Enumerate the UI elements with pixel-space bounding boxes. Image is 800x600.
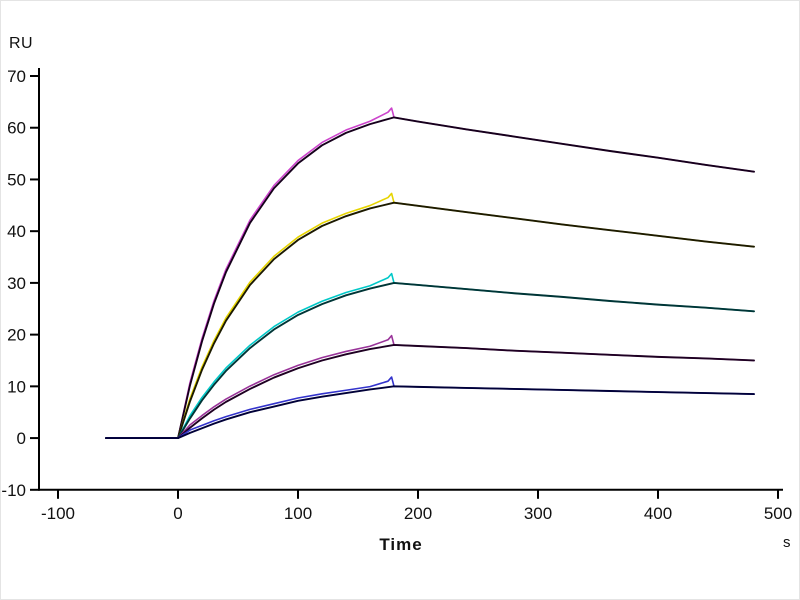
svg-text:40: 40: [7, 222, 26, 241]
svg-text:30: 30: [7, 274, 26, 293]
y-axis-label: RU: [9, 35, 34, 52]
svg-text:0: 0: [173, 504, 182, 523]
svg-text:60: 60: [7, 119, 26, 138]
x-axis-label: Time: [379, 535, 423, 554]
svg-text:70: 70: [7, 67, 26, 86]
svg-text:400: 400: [644, 504, 672, 523]
x-axis-unit: s: [783, 534, 791, 551]
svg-text:0: 0: [17, 429, 26, 448]
svg-text:300: 300: [524, 504, 552, 523]
svg-text:-10: -10: [1, 481, 26, 500]
svg-text:-100: -100: [41, 504, 75, 523]
svg-text:100: 100: [284, 504, 312, 523]
svg-text:50: 50: [7, 170, 26, 189]
svg-text:20: 20: [7, 326, 26, 345]
svg-text:200: 200: [404, 504, 432, 523]
svg-text:10: 10: [7, 377, 26, 396]
svg-text:500: 500: [764, 504, 792, 523]
